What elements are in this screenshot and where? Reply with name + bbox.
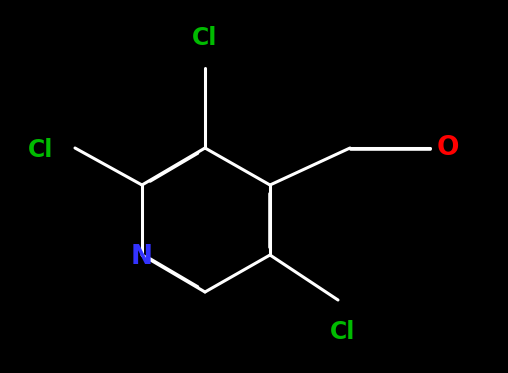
Text: N: N — [131, 244, 153, 270]
Text: O: O — [437, 135, 459, 161]
Text: Cl: Cl — [330, 320, 356, 344]
Text: Cl: Cl — [193, 26, 218, 50]
Text: Cl: Cl — [27, 138, 53, 162]
